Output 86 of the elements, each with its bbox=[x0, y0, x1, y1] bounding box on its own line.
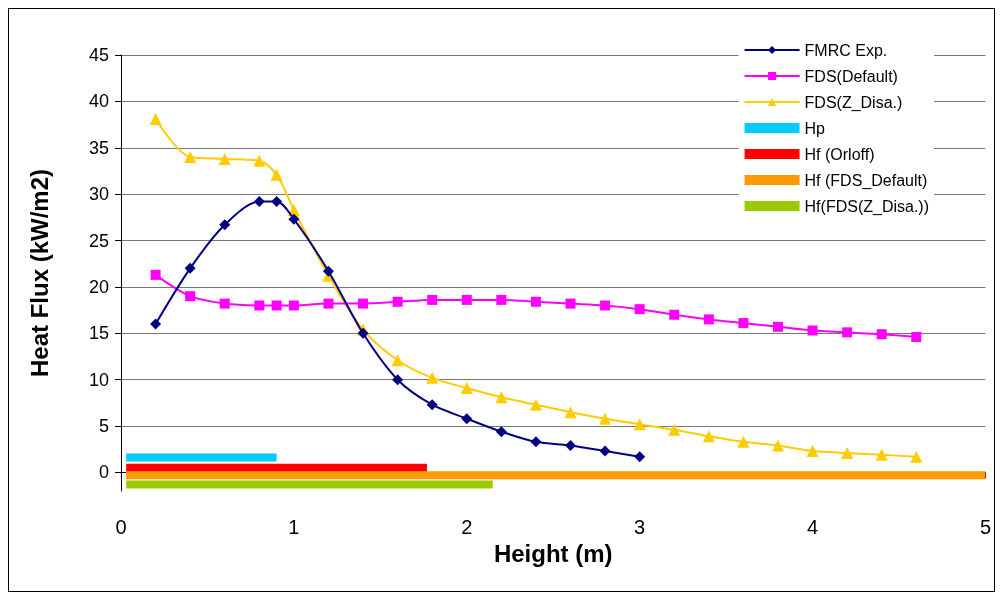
legend-label: FDS(Z_Disa.) bbox=[804, 93, 903, 112]
y-tick-label: 30 bbox=[88, 184, 109, 205]
point bbox=[150, 318, 162, 330]
point bbox=[426, 371, 439, 384]
point bbox=[565, 298, 576, 309]
legend-label: FDS(Default) bbox=[804, 67, 898, 85]
y-tick-label: 40 bbox=[88, 91, 109, 112]
point bbox=[910, 450, 923, 463]
x-tick-label: 2 bbox=[461, 516, 473, 538]
x-tick-label: 0 bbox=[115, 516, 127, 538]
point bbox=[427, 294, 438, 305]
point bbox=[323, 298, 334, 309]
point bbox=[496, 294, 507, 305]
point bbox=[806, 445, 819, 458]
point bbox=[184, 151, 197, 164]
legend-label: Hf (FDS_Default) bbox=[804, 171, 928, 190]
point bbox=[633, 418, 646, 431]
y-tick-label: 0 bbox=[98, 462, 109, 483]
point bbox=[357, 327, 369, 339]
point bbox=[185, 291, 196, 302]
point bbox=[530, 296, 541, 307]
point bbox=[426, 399, 438, 411]
point bbox=[270, 168, 283, 181]
legend-label: Hp bbox=[804, 119, 826, 137]
point bbox=[288, 300, 299, 311]
point bbox=[634, 451, 646, 463]
point bbox=[807, 325, 818, 336]
point bbox=[150, 269, 161, 280]
legend-label: Hf(FDS(Z_Disa.)) bbox=[804, 197, 929, 216]
point bbox=[772, 321, 783, 332]
point bbox=[564, 406, 577, 419]
point bbox=[669, 309, 680, 320]
y-tick-label: 25 bbox=[88, 230, 109, 251]
legend-label: Hf (Orloff) bbox=[804, 145, 875, 163]
y-tick-label: 10 bbox=[88, 369, 109, 390]
x-tick-label: 4 bbox=[806, 516, 819, 538]
point bbox=[461, 413, 473, 425]
point bbox=[271, 300, 282, 311]
point bbox=[219, 219, 231, 231]
y-tick-label: 35 bbox=[88, 137, 109, 158]
point bbox=[599, 412, 612, 425]
point bbox=[668, 423, 681, 436]
point bbox=[253, 196, 265, 208]
y-tick-label: 15 bbox=[88, 323, 109, 344]
point bbox=[703, 314, 714, 325]
legend-label: FMRC Exp. bbox=[804, 41, 888, 59]
point bbox=[529, 398, 542, 411]
point bbox=[530, 436, 542, 448]
point bbox=[149, 113, 162, 126]
point bbox=[461, 294, 472, 305]
point bbox=[600, 300, 611, 311]
point bbox=[599, 445, 611, 457]
point bbox=[841, 446, 854, 459]
point bbox=[288, 213, 300, 225]
y-tick-label: 45 bbox=[88, 45, 109, 65]
point bbox=[702, 430, 715, 443]
point bbox=[634, 304, 645, 315]
point bbox=[254, 300, 265, 311]
y-tick-label: 5 bbox=[98, 416, 109, 437]
point bbox=[219, 298, 230, 309]
point bbox=[737, 435, 750, 448]
point bbox=[460, 382, 473, 395]
x-tick-label: 5 bbox=[979, 516, 991, 538]
point bbox=[271, 196, 283, 208]
point bbox=[495, 391, 508, 404]
point bbox=[565, 440, 577, 452]
point bbox=[495, 426, 507, 438]
y-axis-title: Heat Flux (kW/m2) bbox=[25, 168, 53, 378]
x-tick-label: 1 bbox=[288, 516, 300, 538]
point bbox=[184, 262, 196, 274]
point bbox=[771, 439, 784, 452]
point bbox=[875, 448, 888, 461]
y-tick-label: 20 bbox=[88, 276, 109, 297]
point bbox=[876, 329, 887, 340]
point bbox=[842, 327, 853, 338]
point bbox=[392, 374, 404, 386]
x-tick-label: 3 bbox=[634, 516, 646, 538]
point bbox=[391, 354, 404, 367]
point bbox=[392, 296, 403, 307]
point bbox=[738, 318, 749, 329]
point bbox=[253, 154, 266, 167]
point bbox=[218, 152, 231, 165]
x-axis-title: Height (m) bbox=[493, 540, 613, 568]
point bbox=[322, 265, 334, 277]
point bbox=[358, 298, 369, 309]
point bbox=[911, 332, 922, 343]
